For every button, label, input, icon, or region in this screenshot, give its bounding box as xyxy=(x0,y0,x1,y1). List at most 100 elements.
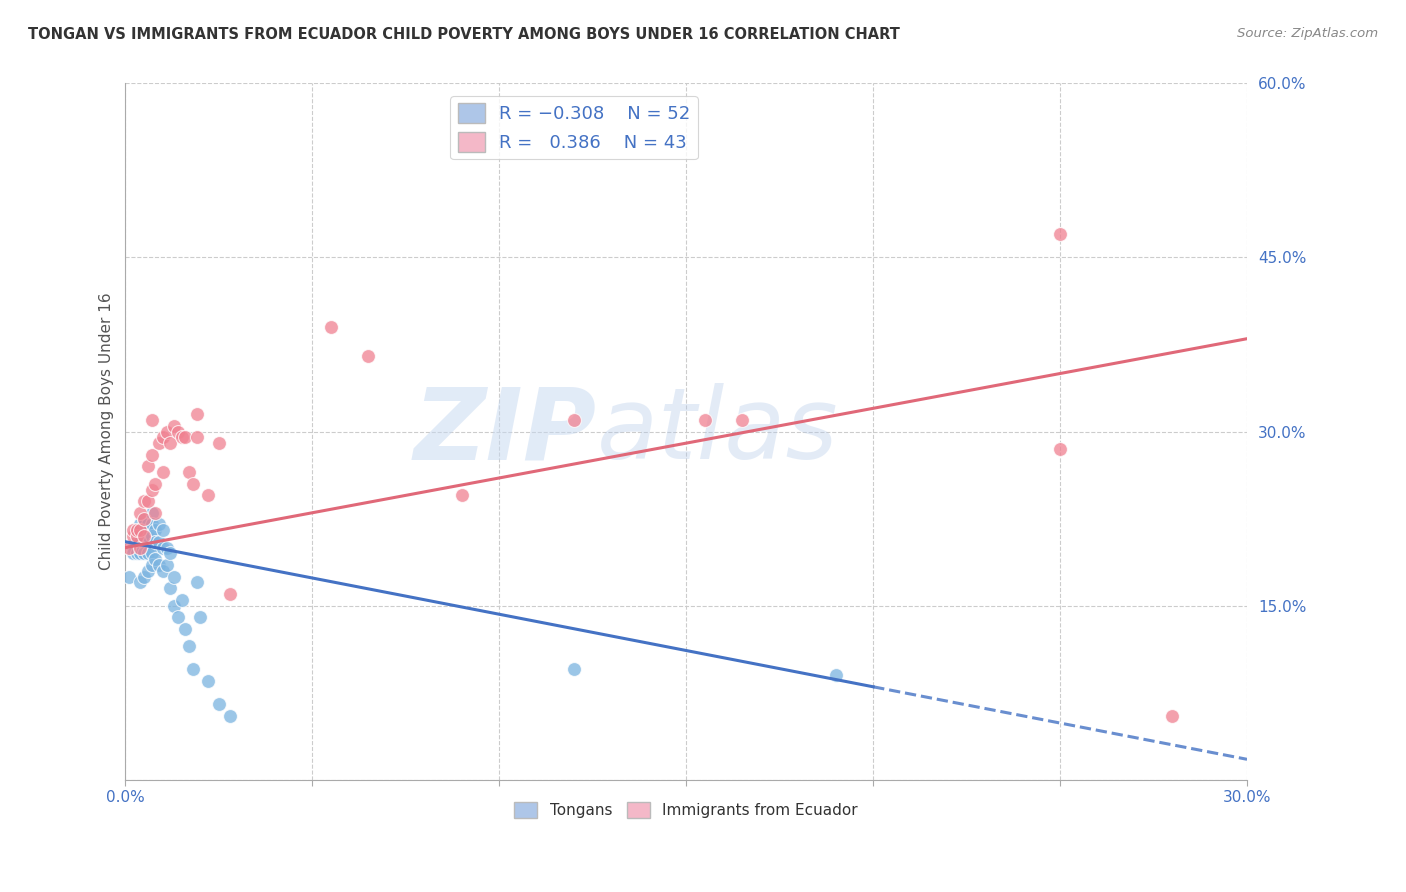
Point xyxy=(145,506,167,520)
Point xyxy=(136,494,159,508)
Point xyxy=(155,425,177,439)
Point xyxy=(357,349,380,363)
Point xyxy=(134,511,156,525)
Point xyxy=(197,673,219,688)
Text: ZIP: ZIP xyxy=(413,383,596,480)
Point xyxy=(188,610,211,624)
Point xyxy=(134,494,156,508)
Point xyxy=(170,430,193,444)
Point xyxy=(174,430,197,444)
Point xyxy=(141,529,163,543)
Point xyxy=(134,569,156,583)
Text: atlas: atlas xyxy=(596,383,838,480)
Point xyxy=(186,430,208,444)
Point xyxy=(141,448,163,462)
Point xyxy=(159,581,181,595)
Point xyxy=(141,546,163,560)
Point xyxy=(134,546,156,560)
Point xyxy=(129,523,152,537)
Point xyxy=(141,558,163,572)
Point xyxy=(219,587,242,601)
Point xyxy=(118,569,141,583)
Point xyxy=(145,552,167,566)
Point xyxy=(129,575,152,590)
Text: TONGAN VS IMMIGRANTS FROM ECUADOR CHILD POVERTY AMONG BOYS UNDER 16 CORRELATION : TONGAN VS IMMIGRANTS FROM ECUADOR CHILD … xyxy=(28,27,900,42)
Point xyxy=(145,523,167,537)
Point xyxy=(731,413,754,427)
Point xyxy=(136,546,159,560)
Point xyxy=(155,541,177,555)
Point xyxy=(163,569,186,583)
Point xyxy=(824,668,846,682)
Point xyxy=(134,534,156,549)
Point xyxy=(141,413,163,427)
Point xyxy=(197,488,219,502)
Point xyxy=(134,523,156,537)
Point xyxy=(170,592,193,607)
Point xyxy=(186,407,208,421)
Point xyxy=(166,610,188,624)
Point xyxy=(125,523,148,537)
Point xyxy=(177,639,200,653)
Point xyxy=(148,517,170,532)
Point xyxy=(122,541,145,555)
Point xyxy=(129,534,152,549)
Y-axis label: Child Poverty Among Boys Under 16: Child Poverty Among Boys Under 16 xyxy=(100,293,114,570)
Point xyxy=(122,523,145,537)
Point xyxy=(125,529,148,543)
Point xyxy=(159,436,181,450)
Point xyxy=(136,564,159,578)
Point xyxy=(141,517,163,532)
Point xyxy=(152,564,174,578)
Point xyxy=(125,546,148,560)
Point xyxy=(136,459,159,474)
Point xyxy=(319,320,342,334)
Legend: Tongans, Immigrants from Ecuador: Tongans, Immigrants from Ecuador xyxy=(509,796,865,824)
Point xyxy=(166,425,188,439)
Point xyxy=(451,488,474,502)
Point xyxy=(141,506,163,520)
Point xyxy=(181,476,204,491)
Point xyxy=(163,418,186,433)
Point xyxy=(134,511,156,525)
Point xyxy=(125,523,148,537)
Point xyxy=(208,436,231,450)
Point xyxy=(141,483,163,497)
Text: Source: ZipAtlas.com: Source: ZipAtlas.com xyxy=(1237,27,1378,40)
Point xyxy=(562,413,585,427)
Point xyxy=(129,546,152,560)
Point xyxy=(136,517,159,532)
Point xyxy=(693,413,716,427)
Point xyxy=(219,708,242,723)
Point xyxy=(186,575,208,590)
Point xyxy=(145,534,167,549)
Point xyxy=(152,541,174,555)
Point xyxy=(145,476,167,491)
Point xyxy=(177,465,200,479)
Point xyxy=(159,546,181,560)
Point xyxy=(125,529,148,543)
Point xyxy=(152,430,174,444)
Point xyxy=(129,517,152,532)
Point xyxy=(163,599,186,613)
Point xyxy=(181,662,204,676)
Point xyxy=(208,697,231,711)
Point xyxy=(148,534,170,549)
Point xyxy=(129,541,152,555)
Point xyxy=(122,529,145,543)
Point xyxy=(152,465,174,479)
Point xyxy=(174,622,197,636)
Point xyxy=(152,523,174,537)
Point xyxy=(148,558,170,572)
Point xyxy=(1161,708,1184,723)
Point xyxy=(122,546,145,560)
Point xyxy=(134,529,156,543)
Point xyxy=(1049,227,1071,242)
Point xyxy=(118,541,141,555)
Point xyxy=(562,662,585,676)
Point xyxy=(129,506,152,520)
Point xyxy=(148,436,170,450)
Point xyxy=(136,529,159,543)
Point xyxy=(1049,442,1071,456)
Point xyxy=(155,558,177,572)
